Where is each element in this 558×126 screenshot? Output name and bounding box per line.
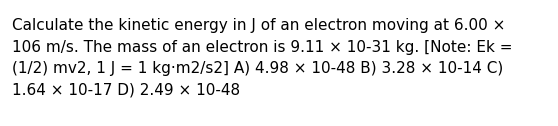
Text: Calculate the kinetic energy in J of an electron moving at 6.00 ×
106 m/s. The m: Calculate the kinetic energy in J of an … <box>12 18 512 98</box>
